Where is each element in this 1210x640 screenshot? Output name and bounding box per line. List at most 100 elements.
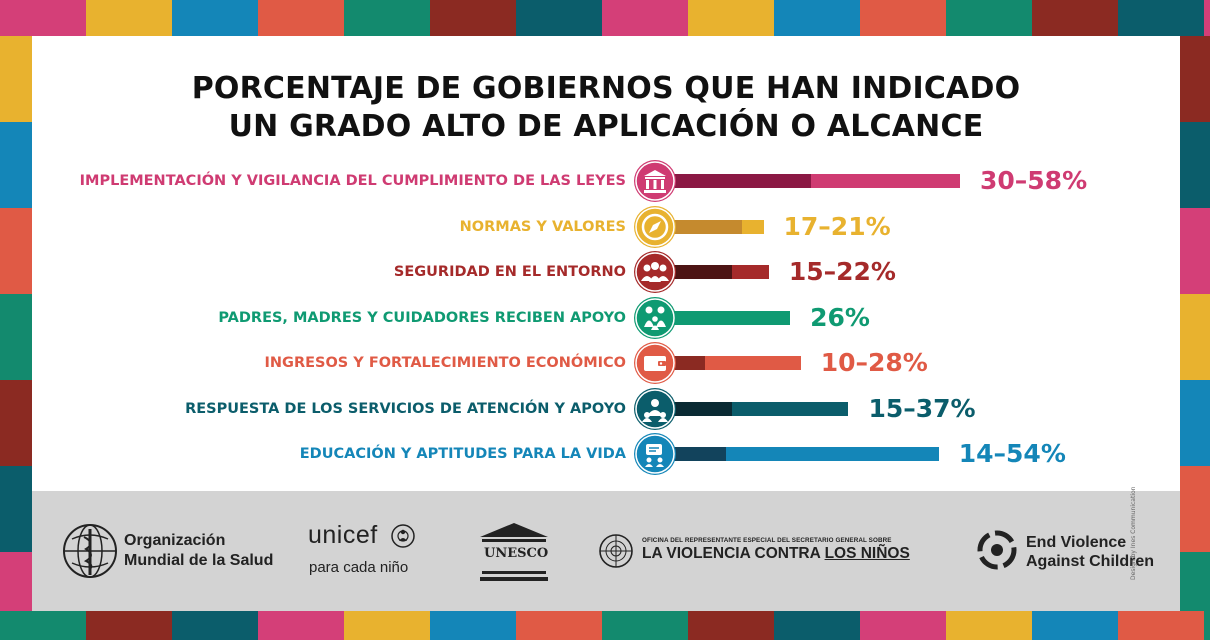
border-tile (602, 611, 688, 640)
border-tile (860, 0, 946, 36)
border-tile (1180, 466, 1210, 552)
border-tile (946, 611, 1032, 640)
unicef-logo: unicef para cada niño (308, 491, 448, 611)
community-icon (634, 251, 676, 293)
border-tile (0, 552, 32, 611)
border-tile (774, 611, 860, 640)
value-label: 15–37% (868, 393, 976, 423)
bar-low (652, 174, 812, 188)
compass-icon (634, 205, 676, 248)
courthouse-icon (634, 160, 676, 202)
border-tile (0, 0, 86, 36)
unicef-tagline: para cada niño (309, 559, 409, 576)
border-tile (0, 611, 86, 640)
border-tile (430, 611, 516, 640)
end-violence-line-1: End Violence (1026, 534, 1127, 551)
category-label: EDUCACIÓN Y APTITUDES PARA LA VIDA (299, 446, 626, 462)
border-tile (1204, 611, 1210, 640)
who-emblem-icon (63, 524, 117, 578)
srsg-title-part-2: LOS NIÑOS (824, 545, 910, 562)
border-tile (430, 0, 516, 36)
support-services-icon (634, 387, 676, 430)
border-tile (172, 0, 258, 36)
srsg-logo: OFICINA DEL REPRESENTANTE ESPECIAL DEL S… (598, 491, 958, 611)
border-tile (1180, 208, 1210, 294)
bar-low (652, 310, 791, 325)
unesco-letter: E (507, 546, 518, 561)
border-tile (1180, 552, 1210, 611)
border-tile (1180, 122, 1210, 208)
bar-row: EDUCACIÓN Y APTITUDES PARA LA VIDA 14–54% (32, 432, 1180, 476)
bar-row: INGRESOS Y FORTALECIMIENTO ECONÓMICO 10–2… (32, 341, 1180, 385)
srsg-title-part-1: LA VIOLENCIA CONTRA (642, 545, 825, 562)
unicef-emblem-icon (391, 524, 415, 548)
unicef-wordmark: unicef (308, 521, 378, 549)
end-violence-emblem-icon (977, 530, 1017, 570)
border-tile (860, 611, 946, 640)
title-line-1: PORCENTAJE DE GOBIERNOS QUE HAN INDICADO (191, 71, 1021, 106)
border-tile (946, 0, 1032, 36)
border-tile (1118, 0, 1204, 36)
border-tile (86, 0, 172, 36)
border-tile (86, 611, 172, 640)
un-emblem-icon (599, 534, 633, 568)
education-icon (634, 433, 676, 475)
value-label: 14–54% (958, 439, 1066, 468)
bar-row: SEGURIDAD EN EL ENTORNO 15–22% (32, 250, 1180, 294)
title-line-2: UN GRADO ALTO DE APLICACIÓN O ALCANCE (228, 109, 984, 144)
border-tile (172, 611, 258, 640)
category-label: IMPLEMENTACIÓN Y VIGILANCIA DEL CUMPLIMI… (79, 173, 626, 189)
bar-row: PADRES, MADRES Y CUIDADORES RECIBEN APOY… (32, 296, 1180, 340)
border-tile (0, 122, 32, 208)
who-name-line-2: Mundial de la Salud (124, 552, 274, 569)
unesco-temple-icon (480, 523, 548, 581)
border-tile (344, 611, 430, 640)
value-label: 10–28% (820, 348, 928, 377)
value-label: 26% (810, 302, 870, 332)
unesco-letter: C (526, 546, 537, 561)
border-tile (1180, 380, 1210, 466)
unesco-letter: O (536, 546, 549, 561)
border-tile (0, 208, 32, 294)
border-tile (258, 611, 344, 640)
border-tile (516, 611, 602, 640)
border-tile (0, 466, 32, 552)
wallet-icon (634, 342, 676, 384)
bar-row: NORMAS Y VALORES 17–21% (32, 205, 1180, 249)
value-label: 30–58% (980, 166, 1088, 195)
border-tile (0, 36, 32, 122)
border-tile (1180, 294, 1210, 380)
design-credit: Design by Ines Communication (1130, 486, 1137, 580)
border-tile (1204, 0, 1210, 36)
srsg-title-line: LA VIOLENCIA CONTRA LOS NIÑOS (642, 545, 910, 563)
srsg-office-line: OFICINA DEL REPRESENTANTE ESPECIAL DEL S… (642, 537, 892, 544)
unesco-letter: N (495, 546, 508, 561)
family-icon (634, 296, 676, 339)
category-label: NORMAS Y VALORES (459, 218, 626, 235)
border-tile (0, 294, 32, 380)
border-tile (516, 0, 602, 36)
value-label: 17–21% (783, 211, 891, 241)
border-tile (688, 0, 774, 36)
border-tile (0, 380, 32, 466)
who-logo: Organización Mundial de la Salud (60, 491, 280, 611)
end-violence-logo: End Violence Against Children (976, 491, 1166, 611)
logo-footer: Organización Mundial de la Salud unicef … (32, 491, 1180, 611)
border-tile (688, 611, 774, 640)
unesco-letter: U (484, 546, 496, 561)
border-tile (344, 0, 430, 36)
category-label: PADRES, MADRES Y CUIDADORES RECIBEN APOY… (218, 309, 626, 326)
border-tile (1032, 611, 1118, 640)
category-label: RESPUESTA DE LOS SERVICIOS DE ATENCIÓN Y… (185, 400, 626, 417)
border-tile (1180, 36, 1210, 122)
bar-row: IMPLEMENTACIÓN Y VIGILANCIA DEL CUMPLIMI… (32, 159, 1180, 203)
value-label: 15–22% (788, 257, 896, 286)
who-name-line-1: Organización (124, 532, 226, 549)
bar-row: RESPUESTA DE LOS SERVICIOS DE ATENCIÓN Y… (32, 387, 1180, 431)
border-tile (774, 0, 860, 36)
category-label: SEGURIDAD EN EL ENTORNO (393, 264, 626, 280)
chart-title: PORCENTAJE DE GOBIERNOS QUE HAN INDICADO… (32, 70, 1180, 146)
infographic-card: PORCENTAJE DE GOBIERNOS QUE HAN INDICADO… (32, 36, 1180, 611)
